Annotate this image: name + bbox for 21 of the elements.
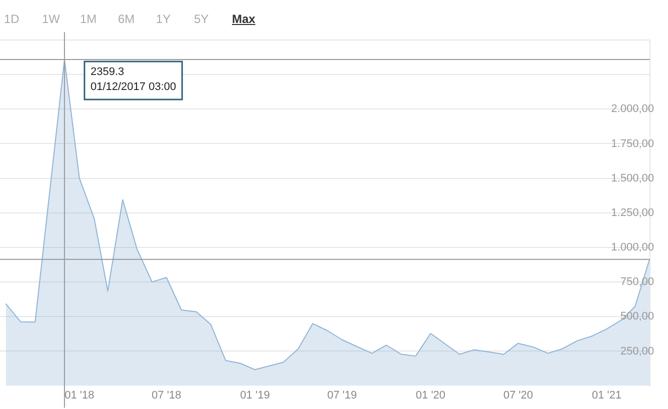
- x-tick-label: 07 '20: [503, 389, 533, 402]
- x-tick-label: 01 '18: [64, 389, 94, 402]
- y-tick-label: 1.000,00: [611, 242, 654, 254]
- y-tick-label: 1.750,00: [611, 138, 654, 150]
- text: 5Y: [194, 12, 210, 26]
- x-tick-label: 01 '21: [592, 389, 622, 402]
- annotation: 2359.3 01/12/2017 03:00: [90, 66, 176, 93]
- text: 1Y: [156, 12, 172, 26]
- text: 1W: [42, 12, 61, 26]
- x-tick-label: 01 '20: [416, 389, 446, 402]
- y-tick-label: 1.250,00: [611, 206, 654, 219]
- x-tick-label: 01 '19: [240, 389, 270, 402]
- y-tick-label: 250,00: [620, 345, 654, 358]
- x-tick-label: 07 '18: [152, 389, 182, 402]
- text: Max: [232, 12, 256, 26]
- text: 1M: [80, 12, 98, 26]
- y-tick-label: 1.500,00: [611, 172, 654, 184]
- y-tick-label: 2.000,00: [611, 103, 654, 116]
- text: 1D: [4, 12, 20, 26]
- x-tick-label: 07 '19: [327, 389, 357, 402]
- text: 6M: [118, 12, 136, 26]
